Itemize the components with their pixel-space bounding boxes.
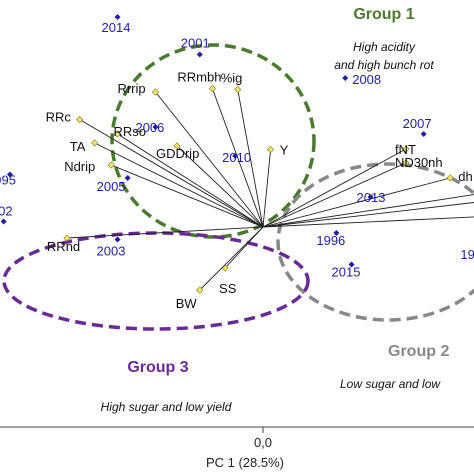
loading-label-rrnd: RRnd [47,239,80,254]
score-label-2006: 2006 [135,120,164,135]
score-label-1996: 1996 [316,233,345,248]
score-label-2001: 2001 [181,36,210,51]
loading-label-rrrip: Rrrip [117,81,145,96]
group-2-title: Group 2 [388,343,449,360]
score-point-2003 [114,236,121,243]
loading-vector-pct-ig [237,89,264,228]
loading-vector-rrmbh [211,88,264,228]
loading-label-nd30nh: ND30nh [395,155,443,170]
loading-tip-ndrip [107,161,115,169]
score-label-2010: 2010 [222,150,251,165]
loading-vector-rrc [79,119,264,228]
score-point-2006 [152,124,159,130]
score-point-2010 [232,153,239,159]
group-2-description-line-1: Low sugar and low [340,377,441,391]
score-label-2015: 2015 [332,265,361,280]
x-tick-label: 0,0 [254,435,272,450]
group-1-description-line-2: and high bunch rot [334,58,434,72]
loading-vector-nd30nh [262,162,407,228]
score-label-2005: 2005 [97,179,126,194]
loading-tip-bw [196,286,204,294]
score-points: 2014200120082006201020071995200520022004… [0,14,474,280]
loading-vector-ta [94,142,264,228]
loading-label-rrmbh: RRmbh [177,70,221,85]
x-axis-ticks: -5,0-2,50,02,5 [254,427,272,450]
score-label-2014: 2014 [102,20,131,35]
loading-tip-fnt [402,145,410,153]
loading-vector-rrnd [66,226,264,239]
loading-tip-nd30nh [402,159,410,167]
loading-label-ndrip: Ndrip [64,159,95,174]
score-label-2008: 2008 [352,72,381,87]
score-label-2013: 2013 [357,190,386,205]
loading-vector-dgdd [262,194,474,228]
loading-tip-gddrip [173,142,181,150]
loading-label-fnt: fNT [395,142,416,157]
loading-label-rrc: RRc [46,110,72,125]
score-label-1997: 1997 [460,247,474,262]
loading-label-dh: dh [458,169,472,184]
loading-tip-ta [91,139,99,147]
score-point-2013 [367,194,374,200]
loading-tip-y [266,145,275,154]
score-point-2015 [348,261,355,268]
loading-label-rrso: RRso [114,124,147,139]
loading-vector-fxt [262,202,474,228]
score-label-2002: 2002 [0,204,13,219]
group-3-title: Group 3 [127,359,188,376]
score-label-2003: 2003 [97,244,126,259]
loading-vector-jxt [262,216,474,228]
group-1-description-line-1: High acidity [353,40,416,54]
loading-vector-y [262,149,272,228]
loading-tip-dh [446,174,454,182]
loading-vector-rrrip [155,91,264,228]
score-point-2005 [124,175,131,181]
loading-label-bw: BW [176,296,198,311]
loading-tip-pct-ig [234,85,242,94]
score-point-2001 [196,51,203,58]
group-1-title: Group 1 [353,6,414,23]
loading-vector-dh [262,177,451,228]
group-3-description-line-1: High sugar and low yield [101,400,232,414]
score-point-2008 [342,75,349,81]
loading-vector-fnt [262,148,407,228]
loading-tip-rrc [75,115,84,124]
loading-vector-ndrip [111,164,264,228]
loading-label-gddrip: GDDrip [156,146,199,161]
group-2-ellipse [276,162,474,322]
loading-tip-rrso [113,130,122,138]
score-label-2007: 2007 [403,116,432,131]
score-label-1995: 1995 [0,173,16,188]
score-point-2002 [0,218,7,225]
score-point-2007 [420,131,427,137]
loading-vector-bw [199,226,264,291]
loading-tip-rrrip [151,88,160,96]
score-point-1996 [333,230,340,236]
loading-vector-rrso [117,133,264,228]
loading-vector-gddrip [176,145,264,228]
score-point-2014 [114,14,121,20]
loading-vectors: RRmbh %ig Rrrip RRc RRso GDDrip TA Ndrip Y fNTND3… [46,70,474,311]
group-1-ellipse [110,43,316,239]
x-axis-title: PC 1 (28.5%) [206,455,284,470]
score-point-1995 [7,171,13,178]
loading-tip-rrmbh [208,84,217,93]
loading-label-y: Y [280,143,289,158]
loading-label-ta: TA [70,139,86,154]
loading-label-pct-ig: %ig [221,71,243,86]
loading-tip-rrnd [63,234,71,242]
loading-label-ss: SS [219,281,237,296]
